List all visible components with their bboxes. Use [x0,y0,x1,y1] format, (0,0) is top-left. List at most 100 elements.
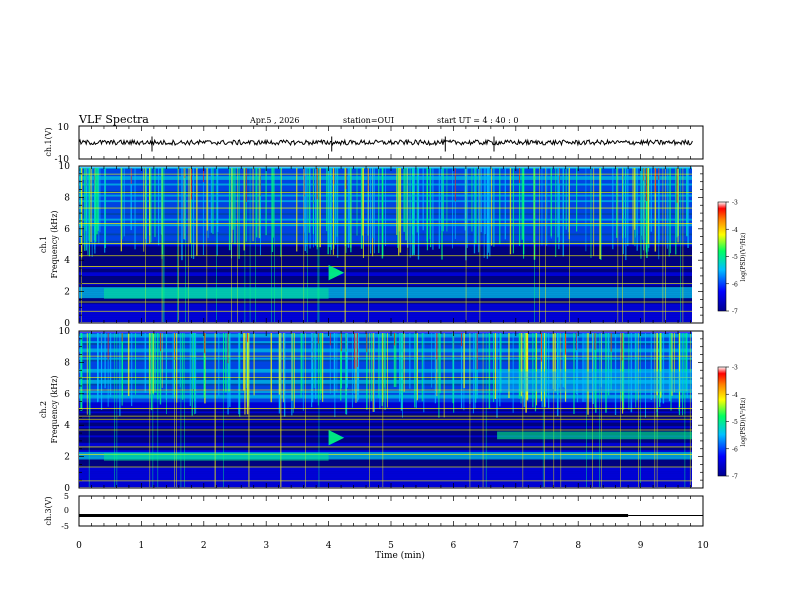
spectral-band [79,474,692,477]
spectral-band [79,418,692,421]
time-tick-label: 9 [638,541,644,551]
colorbar-ch1 [717,201,727,312]
spectral-band [79,440,692,443]
axis-ticks [78,126,704,526]
spectral-band [79,413,692,416]
date-label: Apr.5 , 2026 [250,116,300,125]
spectral-band [79,316,692,319]
time-tick-label: 4 [326,541,332,551]
colorbar-tick-label: -5 [732,254,738,261]
spectral-band [79,431,692,434]
spectral-band [79,273,692,276]
time-axis-label: Time (min) [375,550,425,561]
spectral-band [79,314,692,317]
spectral-band [79,466,692,469]
colorbar-tick-label: -6 [732,281,738,288]
spectral-band [79,297,692,301]
spectral-band [79,310,692,313]
colorbar-tick-label: -3 [732,365,738,372]
spectral-band [79,264,692,267]
ch2-spectrogram-panel [78,330,704,489]
spectral-band [79,307,692,310]
spectral-band [79,331,692,334]
spectral-band [79,270,692,273]
colorbar-tick-label: -4 [732,392,738,399]
spectral-band [79,475,692,478]
time-tick-label: 0 [76,541,82,551]
spectral-band [79,268,692,271]
spectral-band [79,255,692,258]
freq-tick-label: 4 [64,256,70,266]
spectral-band [79,472,692,475]
ch3-ytick-label: 0 [64,506,69,515]
spectral-band [79,446,692,449]
spectral-band [79,253,692,256]
band-upper-after-step [497,371,692,392]
spectral-band [79,450,692,453]
freq-tick-label: 10 [59,327,71,337]
start-time-label: start UT = 4 : 40 : 0 [437,116,519,125]
spectral-band [79,281,692,284]
whistler-mark [328,265,345,281]
spectral-band [79,301,692,304]
freq-tick-label: 2 [64,288,70,298]
spectral-band [79,294,692,297]
freq-tick-label: 4 [64,421,70,431]
ch1-ytick-label: 10 [58,123,70,133]
spectral-band [79,272,692,275]
noise-band [103,453,329,461]
station-label: station=OUI [343,116,394,125]
spectral-band [79,261,692,264]
freq-tick-label: 8 [64,193,70,203]
spectral-band [79,411,692,414]
colorbar-label: log(PSD)(V²/Hz) [740,398,747,447]
spectral-band [79,451,692,454]
spectrogram-freq-label: Frequency (kHz) [50,375,59,443]
colorbar-ch2 [717,366,727,477]
colorbar-tick-label: -3 [732,200,738,207]
time-tick-label: 10 [697,541,709,551]
spectral-band [79,279,692,282]
time-tick-label: 7 [513,541,519,551]
spectral-band [79,275,692,278]
ch1-ytick-label: -10 [55,155,70,165]
colorbar-tick-label: -4 [732,227,738,234]
spectral-band [79,266,692,269]
time-tick-label: 3 [263,541,269,551]
spectral-band [79,427,692,430]
spectral-band [79,296,692,299]
spectral-band [79,485,692,488]
spectral-band [79,288,692,291]
ch3-ylabel: ch.3(V) [44,496,53,525]
chart-title: VLF Spectra [79,113,149,126]
spectral-band [79,459,692,462]
ch3-ytick-label: 5 [64,492,69,501]
spectral-band [79,426,692,429]
spectral-band [79,424,692,427]
colorbar-tick-label: -7 [732,309,738,316]
ch1-spectrogram-image [79,166,692,323]
spectral-band [79,429,692,432]
spectrogram-channel-label: ch.2 [39,401,48,418]
spectral-band [79,477,692,480]
spectral-band [79,166,692,169]
ch1-waveform-panel [78,125,704,160]
freq-tick-label: 2 [64,453,70,463]
colorbar-label: log(PSD)(V²/Hz) [740,233,747,282]
freq-tick-label: 0 [64,484,70,494]
colorbar-tick-label: -7 [732,474,738,481]
spectral-band [79,435,692,438]
noise-band [103,288,329,299]
spectral-band [79,303,692,306]
spectral-band [79,481,692,484]
spectral-band [79,409,692,412]
spectral-band [79,257,692,260]
spectral-band [79,251,692,254]
spectral-band [79,320,692,323]
freq-tick-label: 0 [64,319,70,329]
spectral-band [79,464,692,467]
spectral-band [79,292,692,295]
spectral-band [79,277,692,280]
